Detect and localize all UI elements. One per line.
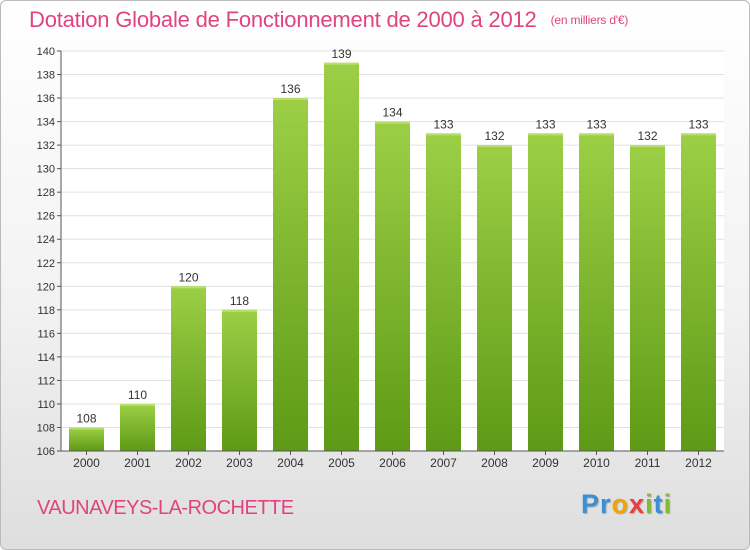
y-tick-label: 134 xyxy=(37,117,55,129)
y-tick-label: 138 xyxy=(37,70,55,82)
bar-2001 xyxy=(120,403,155,451)
data-labels: 108 110 120 118 136 139 134 133 132 133 133 132 133 xyxy=(76,47,708,426)
logo-letter: P xyxy=(581,489,601,519)
bar-2005 xyxy=(324,62,359,451)
y-tick-label: 116 xyxy=(37,328,55,340)
chart-title: Dotation Globale de Fonctionnement de 20… xyxy=(29,7,628,33)
bar-2011 xyxy=(630,145,665,451)
x-tick-label: 2007 xyxy=(430,456,457,470)
y-tick-label: 114 xyxy=(37,352,55,364)
data-label: 133 xyxy=(688,117,708,131)
bar-2006 xyxy=(375,121,410,452)
x-tick-label: 2001 xyxy=(124,456,151,470)
bar-2003 xyxy=(222,309,257,451)
y-tick-label: 126 xyxy=(37,211,55,223)
x-tick-label: 2010 xyxy=(583,456,610,470)
bar-highlight xyxy=(630,145,665,148)
bar-highlight xyxy=(120,403,155,406)
data-label: 139 xyxy=(331,47,351,61)
bar-highlight xyxy=(375,121,410,124)
data-label: 108 xyxy=(76,411,96,425)
proxiti-logo[interactable]: Proxiti xyxy=(581,489,672,520)
data-label: 133 xyxy=(535,117,555,131)
bar-2004 xyxy=(273,98,308,451)
bar-highlight xyxy=(171,286,206,289)
data-label: 132 xyxy=(484,129,504,143)
logo-letter: t xyxy=(653,489,664,519)
bar-highlight xyxy=(324,62,359,65)
y-tick-label: 106 xyxy=(37,446,55,458)
bar-highlight xyxy=(69,427,104,430)
bar-highlight xyxy=(222,309,257,312)
logo-letter: i xyxy=(645,489,654,519)
data-label: 133 xyxy=(586,117,606,131)
y-tick-label: 128 xyxy=(37,187,55,199)
bar-highlight xyxy=(579,133,614,136)
data-label: 132 xyxy=(637,129,657,143)
data-label: 133 xyxy=(433,117,453,131)
logo-letter: r xyxy=(600,489,612,519)
x-tick-label: 2008 xyxy=(481,456,508,470)
x-tick-label: 2002 xyxy=(175,456,202,470)
y-tick-label: 140 xyxy=(37,46,55,58)
y-tick-label: 130 xyxy=(37,164,55,176)
y-tick-label: 124 xyxy=(37,234,55,246)
bars xyxy=(69,62,716,452)
y-tick-label: 112 xyxy=(37,375,55,387)
unit-note: (en milliers d'€) xyxy=(550,13,629,27)
x-tick-label: 2003 xyxy=(226,456,253,470)
x-tick-label: 2005 xyxy=(328,456,355,470)
x-tick-label: 2011 xyxy=(635,456,661,470)
bar-2010 xyxy=(579,133,614,451)
bar-2009 xyxy=(528,133,563,451)
y-tick-label: 110 xyxy=(37,399,55,411)
bar-highlight xyxy=(681,133,716,136)
y-tick-label: 120 xyxy=(37,281,55,293)
commune-name: VAUNAVEYS-LA-ROCHETTE xyxy=(37,497,294,519)
data-label: 134 xyxy=(382,106,402,120)
data-label: 118 xyxy=(230,294,249,308)
chart-title-text: Dotation Globale de Fonctionnement de 20… xyxy=(29,7,537,32)
bar-highlight xyxy=(426,133,461,136)
logo-letter: o xyxy=(611,489,630,519)
x-tick-label: 2000 xyxy=(73,456,100,470)
y-axis-ticks: 106 108 110 112 114 116 118 120 122 124 126 128 130 1… xyxy=(37,46,61,458)
bar-2012 xyxy=(681,133,716,451)
bar-2002 xyxy=(171,286,206,451)
bar-highlight xyxy=(273,98,308,101)
x-tick-label: 2009 xyxy=(532,456,559,470)
y-tick-label: 108 xyxy=(37,422,55,434)
x-tick-label: 2006 xyxy=(379,456,406,470)
y-tick-label: 122 xyxy=(37,258,55,270)
data-label: 120 xyxy=(178,270,198,284)
data-label: 136 xyxy=(280,82,300,96)
x-axis-ticks: 2000 2001 2002 2003 2004 2005 2006 2007 2008 2009… xyxy=(73,451,712,470)
y-tick-label: 118 xyxy=(37,305,55,317)
bar-2000 xyxy=(69,427,104,451)
logo-letter: i xyxy=(663,489,673,519)
bar-2008 xyxy=(477,145,512,451)
x-tick-label: 2012 xyxy=(685,456,712,470)
bar-highlight xyxy=(528,133,563,136)
data-label: 110 xyxy=(128,388,147,402)
bar-highlight xyxy=(477,145,512,148)
y-tick-label: 132 xyxy=(37,140,55,152)
bar-2007 xyxy=(426,133,461,451)
y-tick-label: 136 xyxy=(37,93,55,105)
x-tick-label: 2004 xyxy=(277,456,304,470)
logo-letter: x xyxy=(629,489,646,519)
